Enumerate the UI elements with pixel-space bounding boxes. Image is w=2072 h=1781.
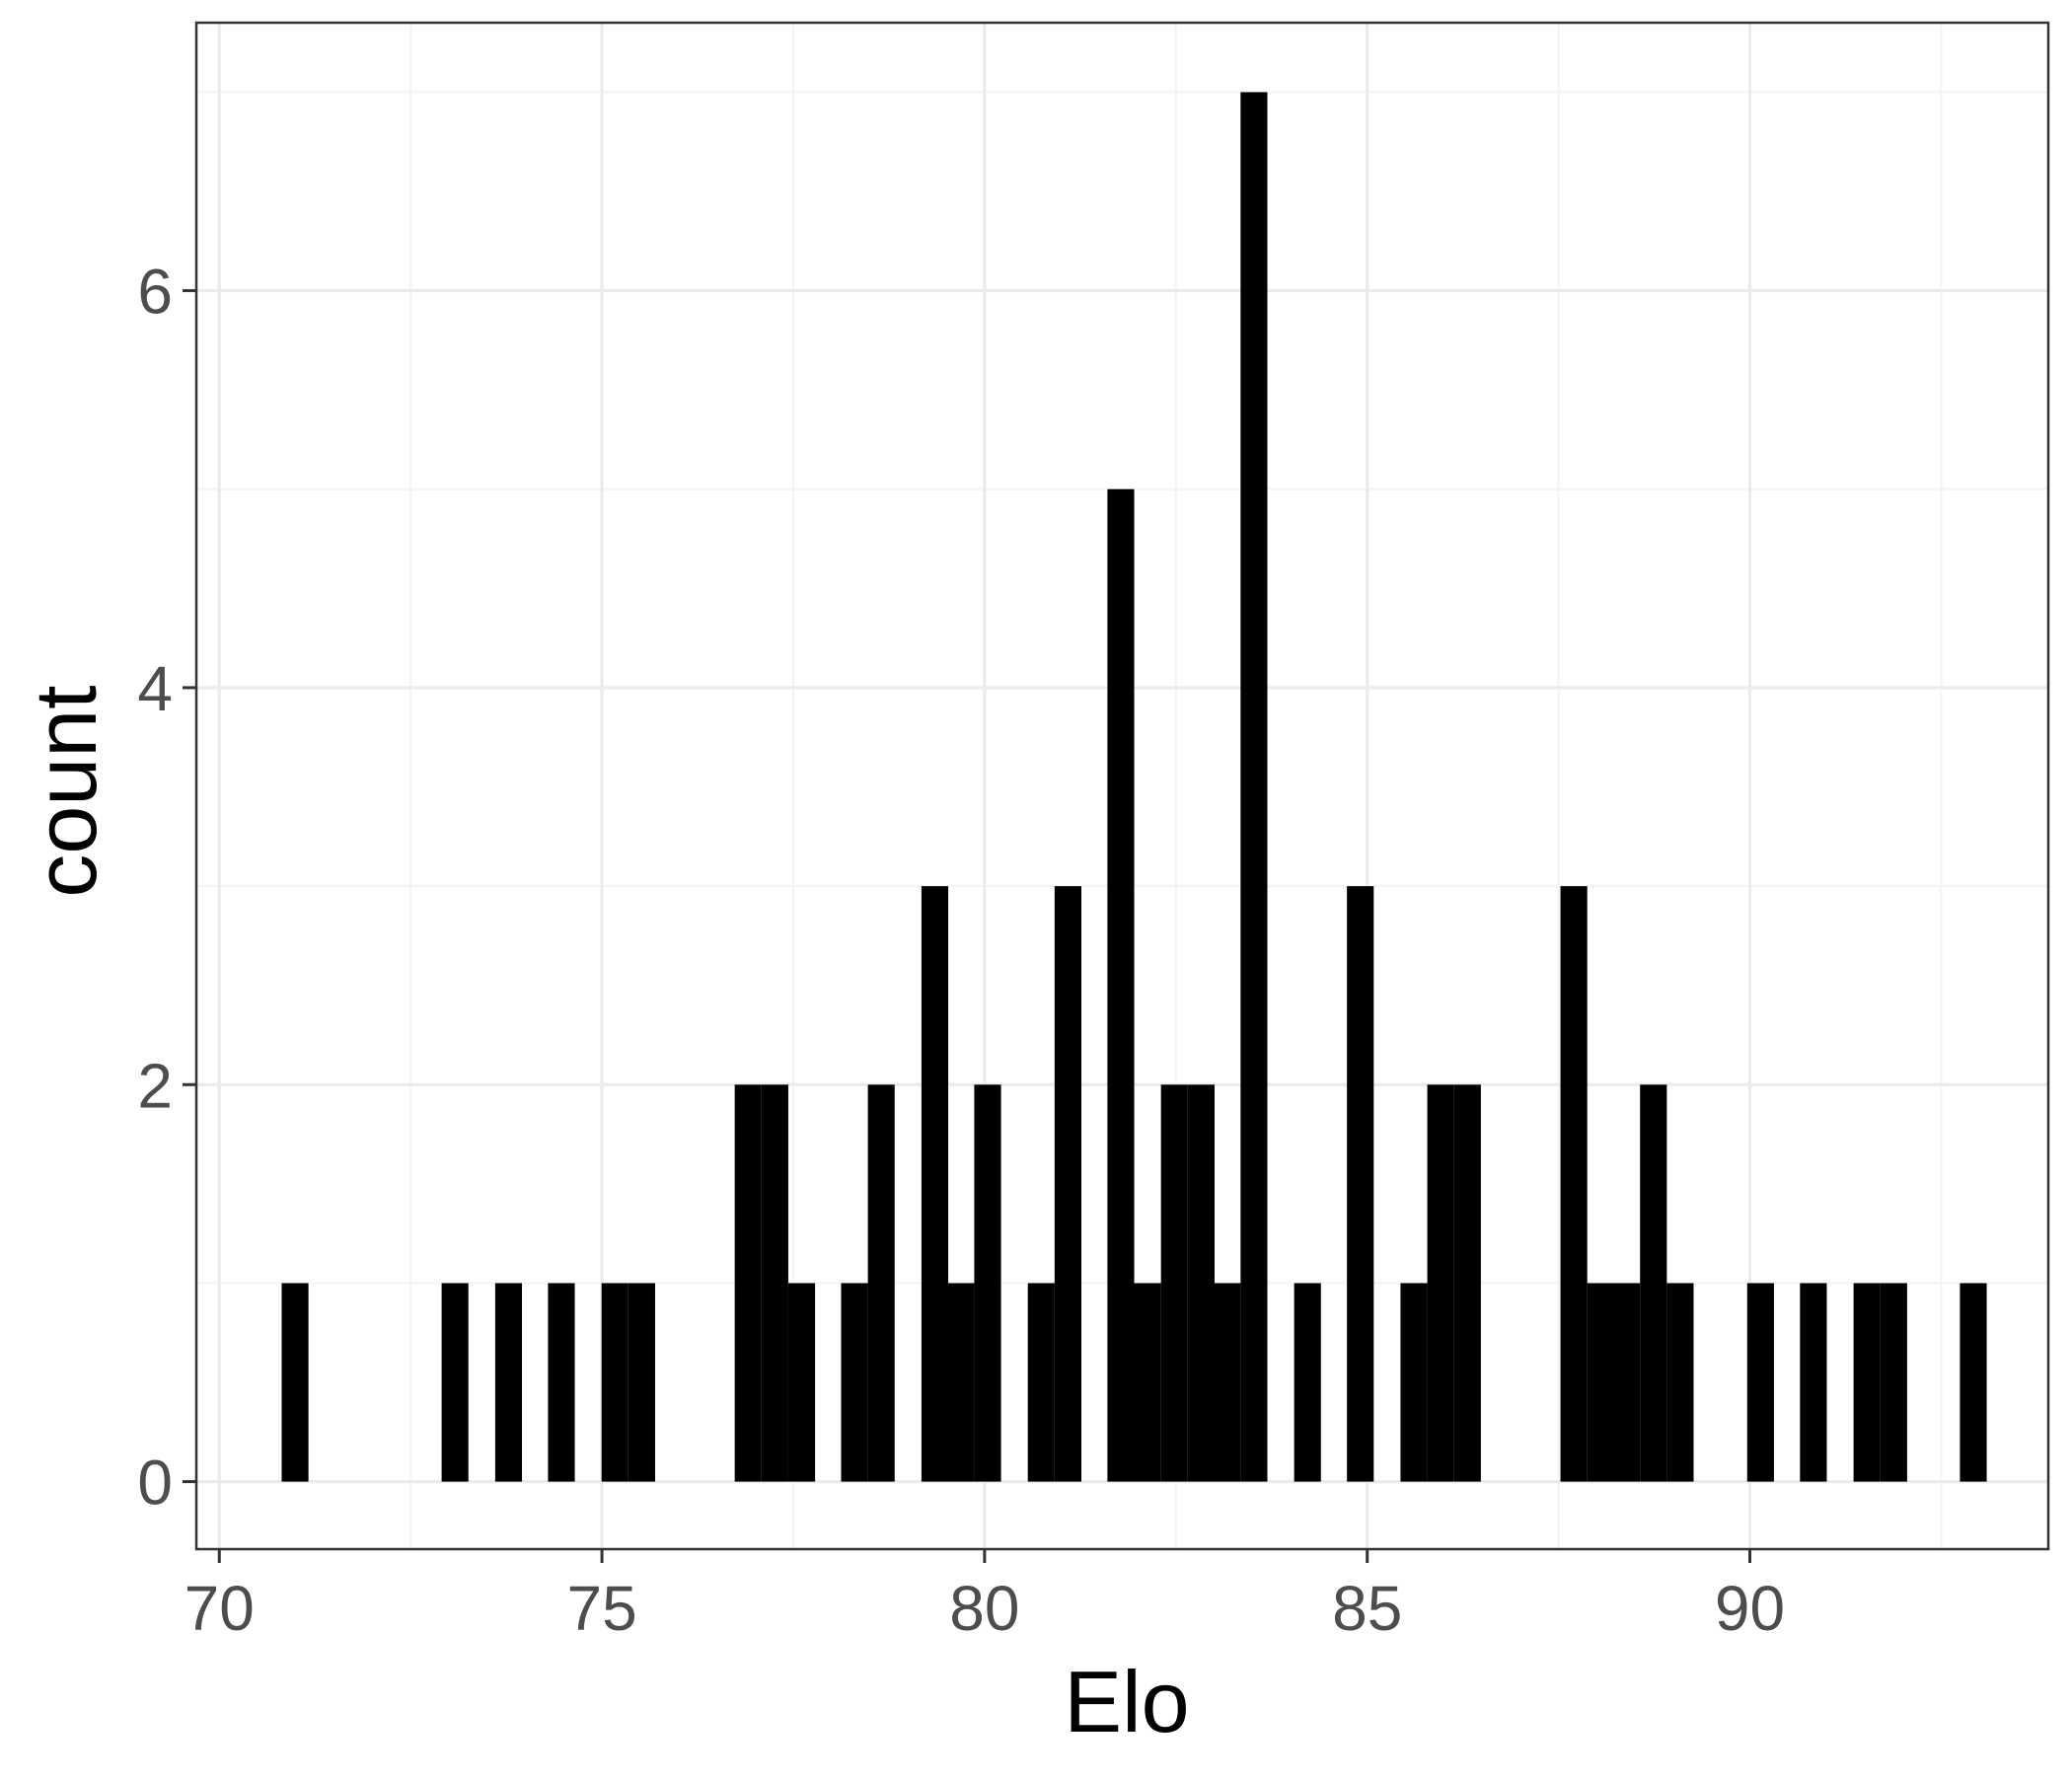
histogram-bar-29	[1613, 1283, 1641, 1482]
y-axis-title: count	[17, 685, 114, 897]
x-axis-ticks	[217, 1549, 1752, 1563]
histogram-bar-11	[921, 886, 949, 1482]
histogram-bar-24	[1400, 1283, 1428, 1482]
histogram-bar-18	[1160, 1084, 1188, 1482]
histogram-bar-1	[441, 1283, 469, 1482]
histogram-bar-3	[548, 1283, 575, 1482]
histogram-bar-36	[1960, 1283, 1987, 1482]
histogram-bar-10	[867, 1084, 895, 1482]
histogram-bar-30	[1640, 1084, 1667, 1482]
histogram-bar-17	[1134, 1283, 1161, 1482]
y-axis-tick-labels: 0 2 4 6	[137, 257, 173, 1519]
histogram-bar-0	[281, 1283, 309, 1482]
histogram-bar-35	[1880, 1283, 1907, 1482]
y-tick-label-3: 6	[137, 257, 173, 328]
y-tick-label-1: 2	[137, 1050, 173, 1121]
x-tick-label-4: 90	[1715, 1573, 1785, 1644]
histogram-bar-21	[1240, 92, 1268, 1482]
histogram-bar-15	[1054, 886, 1082, 1482]
histogram-bar-7	[761, 1084, 788, 1482]
x-tick-label-1: 75	[566, 1573, 636, 1644]
histogram-bar-31	[1666, 1283, 1694, 1482]
histogram-bar-32	[1746, 1283, 1774, 1482]
histogram-bar-20	[1214, 1283, 1241, 1482]
histogram-bar-4	[601, 1283, 629, 1482]
histogram-bar-28	[1587, 1283, 1614, 1482]
histogram-bar-12	[947, 1283, 975, 1482]
histogram-bar-13	[974, 1084, 1001, 1482]
histogram-bar-2	[494, 1283, 523, 1482]
x-tick-label-2: 80	[949, 1573, 1019, 1644]
histogram-bars	[281, 92, 1987, 1482]
x-axis-tick-labels: 70 75 80 85 90	[185, 1573, 1785, 1644]
histogram-bar-16	[1107, 488, 1135, 1482]
histogram-bar-5	[628, 1283, 655, 1482]
histogram-bar-25	[1427, 1084, 1454, 1482]
histogram-bar-8	[787, 1283, 816, 1482]
x-axis-title: Elo	[1064, 1653, 1189, 1750]
x-tick-label-0: 70	[185, 1573, 255, 1644]
histogram-bar-23	[1347, 886, 1374, 1482]
histogram-bar-19	[1187, 1084, 1215, 1482]
y-tick-label-2: 4	[137, 653, 173, 724]
histogram-bar-26	[1453, 1084, 1481, 1482]
y-axis-ticks	[183, 289, 196, 1484]
y-tick-label-0: 0	[137, 1447, 173, 1519]
histogram-bar-34	[1853, 1283, 1881, 1482]
x-tick-label-3: 85	[1332, 1573, 1402, 1644]
histogram-bar-6	[734, 1084, 762, 1482]
histogram-bar-9	[841, 1283, 868, 1482]
histogram-bar-33	[1800, 1283, 1827, 1482]
histogram-bar-27	[1560, 886, 1588, 1482]
histogram-bar-14	[1027, 1283, 1055, 1482]
panel-border	[194, 21, 2050, 1551]
histogram-bar-22	[1294, 1283, 1321, 1482]
